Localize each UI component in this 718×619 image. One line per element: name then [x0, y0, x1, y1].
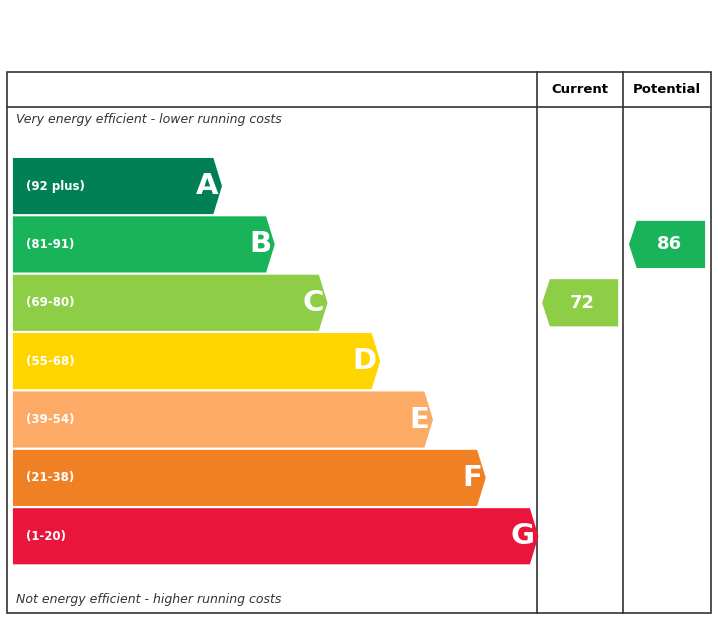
- Text: Current: Current: [551, 83, 609, 96]
- Polygon shape: [13, 333, 381, 389]
- Polygon shape: [13, 275, 327, 331]
- Polygon shape: [542, 279, 618, 326]
- Text: (39-54): (39-54): [26, 413, 75, 426]
- Polygon shape: [629, 221, 705, 268]
- Text: (21-38): (21-38): [26, 472, 74, 485]
- Text: (1-20): (1-20): [26, 530, 66, 543]
- Text: Not energy efficient - higher running costs: Not energy efficient - higher running co…: [16, 594, 281, 607]
- Text: (69-80): (69-80): [26, 297, 75, 310]
- Polygon shape: [13, 508, 538, 565]
- Text: 72: 72: [570, 294, 595, 312]
- Text: Potential: Potential: [633, 83, 701, 96]
- Text: G: G: [511, 522, 535, 550]
- Text: Energy Efficiency Rating: Energy Efficiency Rating: [16, 18, 457, 49]
- Text: F: F: [462, 464, 482, 492]
- Text: D: D: [353, 347, 377, 375]
- Text: E: E: [409, 405, 429, 433]
- Text: C: C: [302, 289, 324, 317]
- Text: Very energy efficient - lower running costs: Very energy efficient - lower running co…: [16, 113, 281, 126]
- Text: (92 plus): (92 plus): [26, 180, 85, 193]
- Polygon shape: [13, 450, 486, 506]
- Text: 86: 86: [657, 235, 681, 253]
- Text: (55-68): (55-68): [26, 355, 75, 368]
- Polygon shape: [13, 391, 433, 448]
- Text: A: A: [196, 172, 218, 200]
- Text: (81-91): (81-91): [26, 238, 74, 251]
- Text: B: B: [249, 230, 271, 258]
- Polygon shape: [13, 216, 275, 272]
- Polygon shape: [13, 158, 222, 214]
